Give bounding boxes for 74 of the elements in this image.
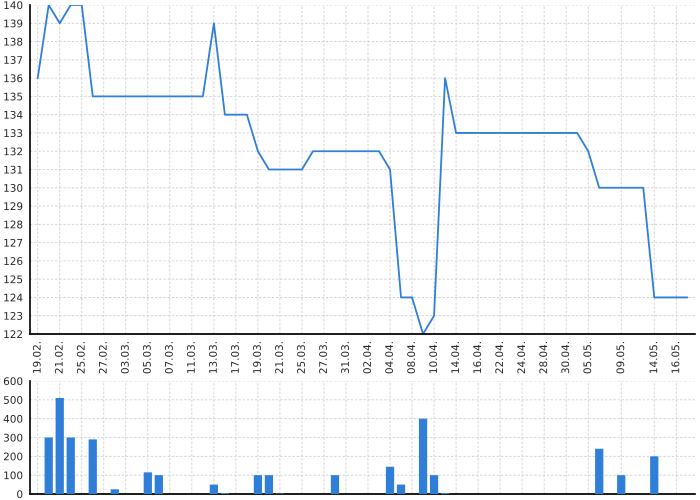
x-tick-label: 24.04. bbox=[517, 342, 526, 374]
y-tick-label: 127 bbox=[4, 238, 22, 247]
bar bbox=[210, 484, 218, 494]
x-tick-label: 21.02. bbox=[54, 342, 63, 374]
line-series bbox=[36, 5, 688, 334]
y-tick-label: 200 bbox=[4, 452, 22, 460]
x-tick-label: 03.03. bbox=[120, 342, 129, 374]
x-tick-label: 19.03. bbox=[253, 342, 261, 373]
x-tick-label: 27.03. bbox=[319, 342, 327, 374]
x-tick-label: 08.04. bbox=[407, 342, 416, 374]
x-tick-label: 21.03. bbox=[275, 342, 283, 374]
y-tick-label: 130 bbox=[4, 184, 22, 192]
x-tick-label: 27.02. bbox=[98, 342, 107, 374]
x-tick-label: 09.05. bbox=[616, 342, 624, 374]
bar bbox=[418, 418, 428, 494]
x-tick-label: 17.03. bbox=[231, 342, 239, 373]
y-tick-label: 134 bbox=[4, 110, 22, 119]
bar bbox=[617, 475, 626, 494]
x-tick-label: 16.04. bbox=[473, 342, 482, 373]
x-tick-label: 02.04. bbox=[363, 342, 372, 374]
y-tick-label: 400 bbox=[4, 414, 22, 423]
x-tick-label: 25.03. bbox=[297, 342, 305, 374]
y-tick-label: 140 bbox=[4, 1, 22, 10]
x-tick-label: 14.05. bbox=[649, 342, 658, 373]
x-tick-label: 22.04. bbox=[495, 342, 504, 374]
y-tick-label: 129 bbox=[4, 202, 22, 210]
bar bbox=[650, 456, 658, 494]
bar bbox=[254, 475, 262, 494]
x-tick-label: 07.03. bbox=[164, 342, 173, 374]
y-tick-label: 136 bbox=[4, 74, 22, 82]
x-tick-label: 05.05. bbox=[583, 342, 592, 374]
y-tick-label: 300 bbox=[4, 434, 22, 442]
y-tick-label: 128 bbox=[4, 220, 22, 228]
x-tick-label: 19.02. bbox=[32, 342, 41, 373]
y-tick-label: 124 bbox=[4, 294, 22, 302]
x-tick-label: 28.04. bbox=[539, 342, 548, 374]
y-tick-label: 125 bbox=[4, 275, 22, 284]
x-tick-label: 13.03. bbox=[209, 342, 217, 373]
bar bbox=[154, 475, 163, 494]
x-tick-label: 10.04. bbox=[429, 342, 438, 373]
bar bbox=[595, 448, 604, 494]
y-tick-label: 131 bbox=[4, 166, 22, 174]
y-tick-label: 500 bbox=[4, 396, 22, 404]
bar bbox=[66, 438, 75, 494]
bar bbox=[56, 398, 64, 494]
bar bbox=[330, 475, 340, 494]
bar bbox=[110, 489, 119, 494]
y-tick-label: 138 bbox=[4, 38, 22, 46]
y-tick-label: 100 bbox=[4, 471, 22, 480]
y-tick-label: 126 bbox=[4, 257, 22, 265]
y-tick-label: 133 bbox=[4, 129, 22, 138]
bar bbox=[396, 484, 406, 494]
y-tick-label: 123 bbox=[4, 312, 22, 320]
x-tick-label: 14.04. bbox=[451, 342, 460, 373]
bar bbox=[386, 466, 394, 494]
x-tick-label: 05.03. bbox=[142, 342, 151, 374]
x-tick-label: 04.04. bbox=[385, 342, 394, 374]
y-tick-label: 132 bbox=[4, 147, 22, 156]
x-tick-label: 11.03. bbox=[186, 342, 195, 373]
y-tick-label: 139 bbox=[4, 20, 22, 28]
x-tick-label: 25.02. bbox=[76, 342, 85, 374]
bar bbox=[88, 439, 97, 494]
y-tick-label: 137 bbox=[4, 56, 22, 64]
y-tick-label: 600 bbox=[4, 377, 22, 386]
x-tick-label: 16.05. bbox=[671, 342, 680, 373]
y-tick-label: 122 bbox=[4, 330, 22, 338]
bar bbox=[44, 438, 53, 494]
y-tick-label: 0 bbox=[17, 490, 22, 498]
bar bbox=[144, 472, 152, 494]
x-tick-label: 31.03. bbox=[341, 342, 350, 374]
bar bbox=[264, 475, 274, 494]
y-tick-label: 135 bbox=[4, 92, 22, 100]
bar bbox=[430, 475, 438, 494]
x-tick-label: 30.04. bbox=[561, 342, 570, 374]
